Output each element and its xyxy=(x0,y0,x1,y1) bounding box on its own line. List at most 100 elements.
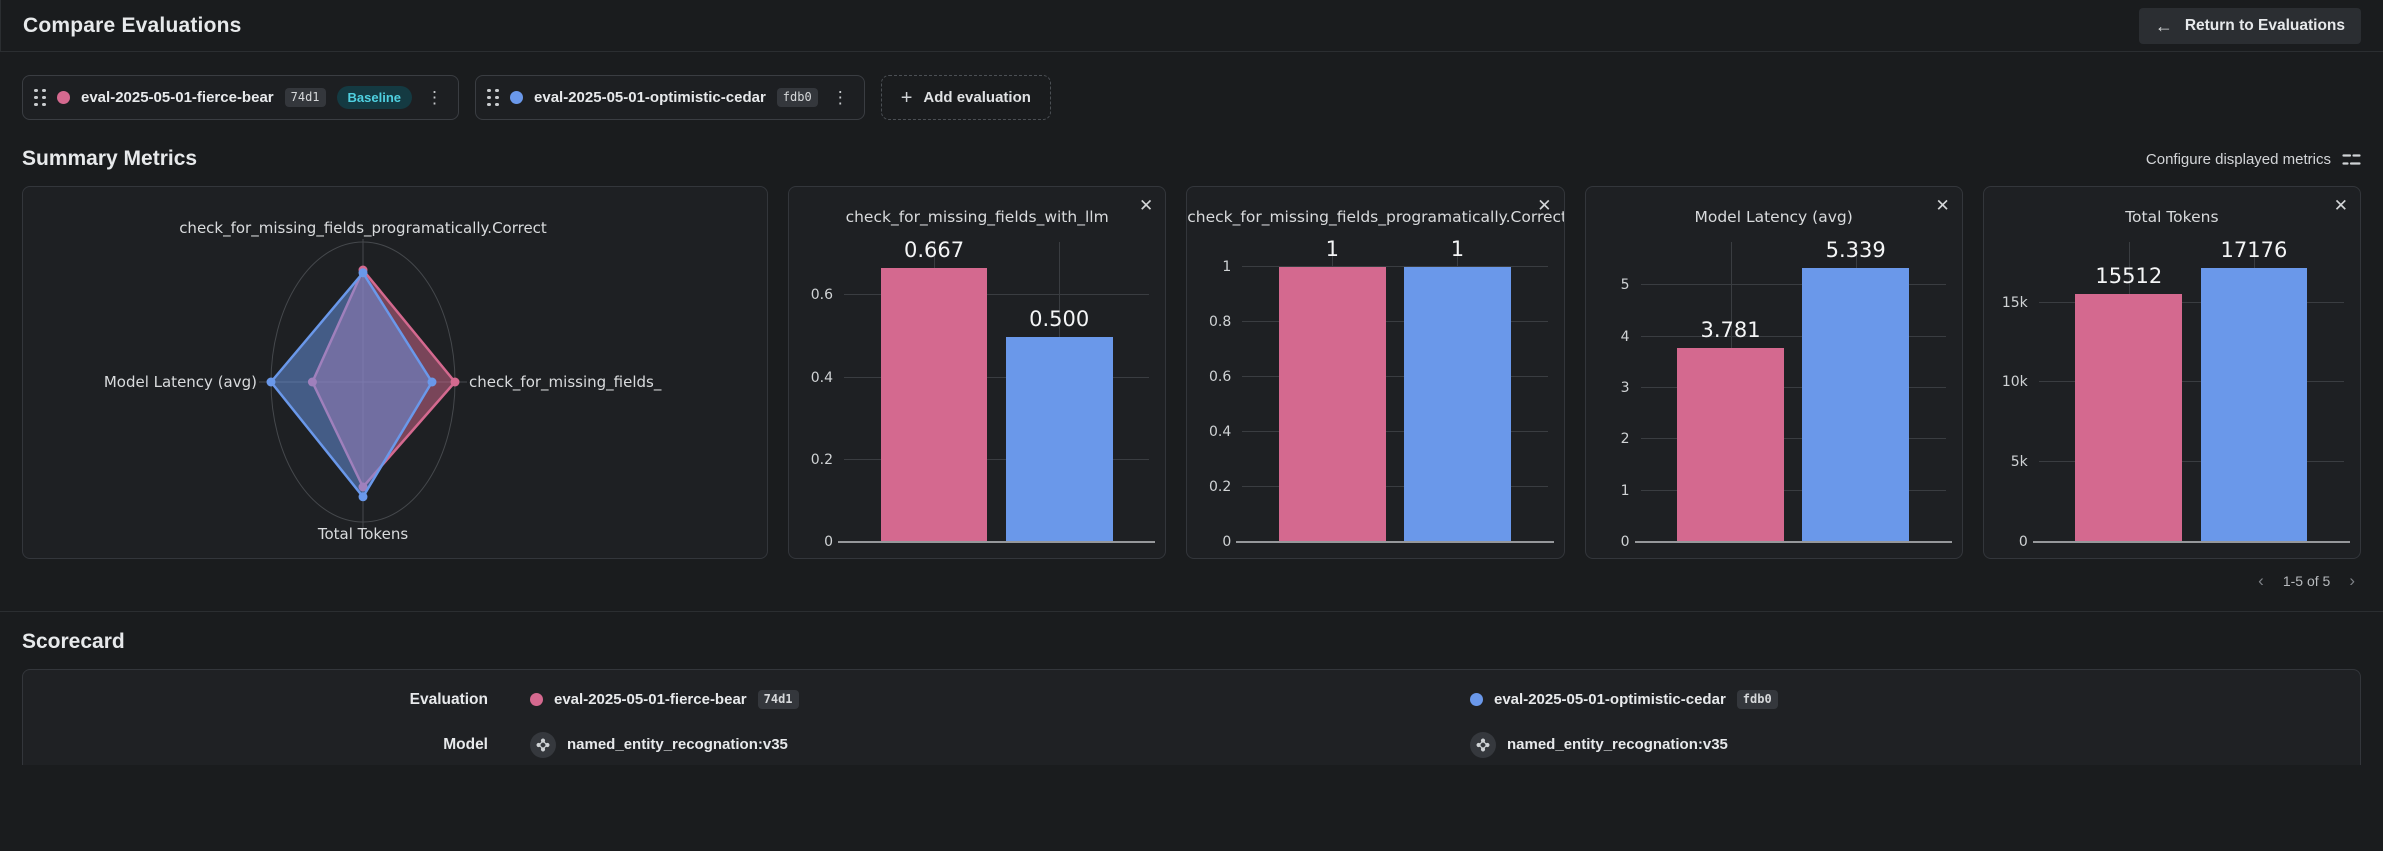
y-tick-label: 0.8 xyxy=(1208,313,1232,330)
configure-label: Configure displayed metrics xyxy=(2145,150,2331,168)
radar-axis-label: Total Tokens xyxy=(317,525,408,543)
baseline-badge: Baseline xyxy=(336,86,413,109)
gridline xyxy=(1640,489,1946,491)
evaluation-name: eval-2025-05-01-fierce-bear xyxy=(554,691,747,708)
model-icon xyxy=(1470,731,1496,758)
arrow-left-icon: ← xyxy=(2154,15,2173,36)
evaluation-name: eval-2025-05-01-fierce-bear xyxy=(81,89,274,106)
summary-metrics-header: Summary Metrics Configure displayed metr… xyxy=(0,120,2383,186)
bar-eval-2025-05-01-optimistic-cedar xyxy=(2200,267,2308,542)
evaluation-color-dot xyxy=(530,693,543,706)
gridline xyxy=(844,376,1150,378)
chevron-right-icon[interactable]: › xyxy=(2349,571,2355,590)
bar-eval-2025-05-01-optimistic-cedar xyxy=(1802,267,1910,542)
chart-title: check_for_missing_fields_with_llm xyxy=(845,208,1109,226)
bar-chart: 0 0.2 0.4 0.6 0.667 0.500 xyxy=(811,238,1156,550)
return-to-evaluations-button[interactable]: ← Return to Evaluations xyxy=(2138,7,2361,44)
radar-metric-card: check_for_missing_fields_programatically… xyxy=(22,186,768,559)
gridline xyxy=(2038,461,2344,463)
bar-value-label: 1 xyxy=(1450,236,1465,261)
gridline xyxy=(1640,284,1946,286)
y-tick-label: 10k xyxy=(2001,374,2028,391)
bar-eval-2025-05-01-optimistic-cedar xyxy=(1005,336,1113,542)
metric-card: ✕ check_for_missing_fields_programatical… xyxy=(1186,186,1565,559)
scorecard-evaluation-left: eval-2025-05-01-fierce-bear 74d1 xyxy=(488,689,1428,710)
radar-point xyxy=(450,377,460,387)
gridline xyxy=(2038,381,2344,383)
chart-title: check_for_missing_fields_programatically… xyxy=(1187,208,1564,226)
gridline xyxy=(844,294,1150,296)
chart-title: Total Tokens xyxy=(2125,208,2219,226)
scorecard-evaluation-right: eval-2025-05-01-optimistic-cedar fdb0 xyxy=(1428,689,2360,710)
close-icon[interactable]: ✕ xyxy=(2333,196,2348,215)
chart-title: Model Latency (avg) xyxy=(1694,208,1853,226)
bar-chart: 0 1 2 3 4 5 3.781 5.339 xyxy=(1621,238,1952,550)
metric-card: ✕ check_for_missing_fields_with_llm 0 0.2… xyxy=(788,186,1167,559)
version-badge: 74d1 xyxy=(284,87,326,108)
bar-value-label: 15512 xyxy=(2095,264,2163,289)
evaluation-chip[interactable]: eval-2025-05-01-optimistic-cedar fdb0 ⋮ xyxy=(475,75,865,120)
bar-value-label: 1 xyxy=(1325,236,1339,261)
model-icon xyxy=(530,731,556,758)
bar-value-label: 3.781 xyxy=(1700,317,1761,342)
radar-point xyxy=(358,492,368,502)
bar-value-label: 5.339 xyxy=(1825,237,1886,262)
evaluation-chip-baseline[interactable]: eval-2025-05-01-fierce-bear 74d1 Baselin… xyxy=(22,75,460,120)
bar-value-label: 17176 xyxy=(2220,237,2288,262)
radar-chart: check_for_missing_fields_programatically… xyxy=(104,219,662,543)
x-axis-line xyxy=(838,541,1156,543)
x-axis-line xyxy=(2032,541,2350,543)
radar-axis-label: check_for_missing_fields_programatically… xyxy=(179,219,547,238)
gridline xyxy=(1242,320,1548,322)
kebab-menu-icon[interactable]: ⋮ xyxy=(423,88,446,108)
row-label: Evaluation xyxy=(409,690,488,708)
gridline xyxy=(844,458,1150,460)
y-tick-label: 0 xyxy=(2018,534,2028,550)
bar-eval-2025-05-01-fierce-bear xyxy=(1278,266,1386,542)
drag-handle-icon[interactable] xyxy=(487,88,499,107)
version-badge: 74d1 xyxy=(757,689,799,710)
radar-axis-label: check_for_missing_fields_ xyxy=(469,373,662,392)
radar-axis-label: Model Latency (avg) xyxy=(104,373,257,391)
close-icon[interactable]: ✕ xyxy=(1537,196,1552,215)
metric-card: ✕ Model Latency (avg) 0 1 2 3 4 5 3.781 5.339 xyxy=(1584,186,1963,559)
y-tick-label: 0.4 xyxy=(810,369,833,386)
gridline xyxy=(2038,301,2344,303)
y-tick-label: 1 xyxy=(1620,482,1630,499)
drag-handle-icon[interactable] xyxy=(34,88,46,107)
scorecard-row-evaluation: Evaluation eval-2025-05-01-fierce-bear 7… xyxy=(23,677,2360,722)
chevron-left-icon[interactable]: ‹ xyxy=(2258,571,2264,590)
y-tick-label: 0 xyxy=(1620,534,1630,550)
summary-metrics-cards: check_for_missing_fields_programatically… xyxy=(0,186,2383,559)
add-evaluation-label: Add evaluation xyxy=(923,89,1031,106)
page-title: Compare Evaluations xyxy=(23,13,242,37)
close-icon[interactable]: ✕ xyxy=(1935,196,1950,215)
configure-displayed-metrics-button[interactable]: Configure displayed metrics xyxy=(2146,151,2361,168)
x-axis-line xyxy=(1236,541,1554,543)
scorecard-section: Scorecard Evaluation eval-2025-05-01-fie… xyxy=(0,611,2383,765)
evaluation-name: eval-2025-05-01-optimistic-cedar xyxy=(534,89,766,106)
scorecard-table: Evaluation eval-2025-05-01-fierce-bear 7… xyxy=(22,669,2361,765)
kebab-menu-icon[interactable]: ⋮ xyxy=(829,88,852,108)
add-evaluation-button[interactable]: + Add evaluation xyxy=(880,75,1051,120)
summary-metrics-title: Summary Metrics xyxy=(22,147,198,170)
bar-eval-2025-05-01-optimistic-cedar xyxy=(1404,266,1511,542)
bar-chart: 0 5k 10k 15k 15512 17176 xyxy=(2002,238,2350,550)
metrics-pagination: ‹ 1-5 of 5 › xyxy=(0,559,2383,591)
gridline xyxy=(1640,335,1946,337)
bar-value-label: 0.500 xyxy=(1029,306,1090,331)
y-tick-label: 1 xyxy=(1222,258,1232,275)
close-icon[interactable]: ✕ xyxy=(1139,196,1154,215)
gridline xyxy=(1640,438,1946,440)
y-tick-label: 0.6 xyxy=(1208,368,1232,385)
pagination-range: 1-5 of 5 xyxy=(2282,573,2331,589)
y-tick-label: 4 xyxy=(1620,328,1630,345)
metric-card: ✕ Total Tokens 0 5k 10k 15k 15512 17176 xyxy=(1982,186,2361,559)
evaluation-color-dot xyxy=(510,91,524,104)
bar-eval-2025-05-01-fierce-bear xyxy=(1677,347,1784,542)
bar-eval-2025-05-01-fierce-bear xyxy=(880,267,988,542)
evaluation-color-dot xyxy=(57,91,70,104)
y-tick-label: 0.2 xyxy=(810,451,833,468)
y-tick-label: 5 xyxy=(1620,277,1630,294)
